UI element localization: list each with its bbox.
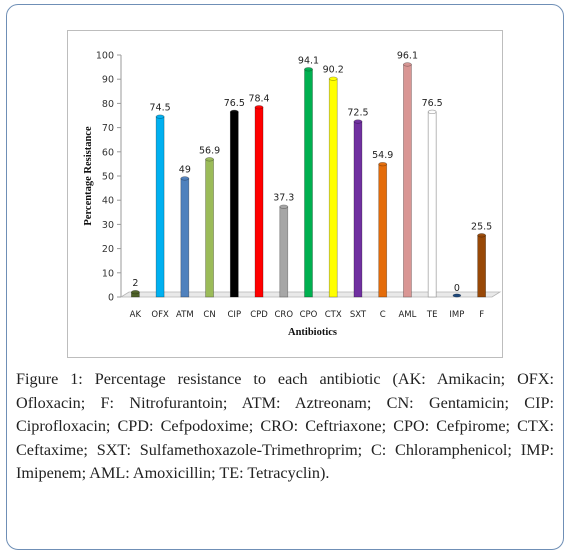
bar-CPD bbox=[254, 106, 264, 298]
bar-IMP bbox=[452, 293, 462, 298]
bar-OFX bbox=[155, 116, 165, 298]
bar-CN bbox=[205, 158, 214, 298]
bar-CIP bbox=[229, 111, 239, 298]
bar-CTX bbox=[328, 78, 338, 298]
data-label-CPO: 94.1 bbox=[298, 55, 319, 66]
x-tick-label-CIP: CIP bbox=[228, 310, 242, 320]
caption-text: Percentage resistance to each antibiotic… bbox=[16, 370, 554, 482]
x-tick-label-CRO: CRO bbox=[274, 310, 293, 320]
x-tick-label-AML: AML bbox=[398, 310, 416, 320]
bar-TE bbox=[427, 111, 437, 298]
data-label-SXT: 72.5 bbox=[347, 108, 368, 119]
y-tick-label: 90 bbox=[102, 75, 114, 86]
x-tick-label-CN: CN bbox=[203, 310, 215, 320]
y-tick-label: 30 bbox=[102, 220, 114, 231]
data-label-OFX: 74.5 bbox=[150, 103, 171, 114]
data-label-CTX: 90.2 bbox=[323, 65, 344, 76]
y-tick-label: 10 bbox=[102, 268, 114, 279]
data-label-TE: 76.5 bbox=[422, 98, 443, 109]
x-tick-label-CPD: CPD bbox=[250, 310, 268, 320]
bar-top-CN bbox=[205, 157, 214, 162]
bar-SXT bbox=[353, 121, 363, 298]
x-tick-label-IMP: IMP bbox=[449, 310, 464, 320]
bar-top-CPO bbox=[304, 67, 313, 72]
x-tick-label-ATM: ATM bbox=[176, 310, 194, 320]
bar-top-CTX bbox=[328, 76, 338, 81]
data-label-AK: 2 bbox=[132, 278, 138, 289]
y-tick-label: 40 bbox=[102, 196, 114, 207]
x-tick-label-SXT: SXT bbox=[350, 310, 367, 320]
y-tick-label: 20 bbox=[102, 244, 114, 255]
data-label-ATM: 49 bbox=[179, 164, 191, 175]
y-tick-label: 80 bbox=[102, 99, 114, 110]
x-tick-label-OFX: OFX bbox=[151, 310, 169, 320]
y-tick-label: 60 bbox=[102, 147, 114, 158]
bar-ATM bbox=[180, 178, 190, 298]
bar-chart: 0 10 20 30 40 50 60 70 80 90 100 2 AK 74.5 OFX 49 ATM 56.… bbox=[83, 50, 502, 338]
x-tick-label-C: C bbox=[380, 310, 386, 320]
bar-top-SXT bbox=[353, 119, 363, 124]
data-label-IMP: 0 bbox=[454, 283, 460, 294]
x-tick-label-AK: AK bbox=[130, 310, 142, 320]
bar-top-CRO bbox=[279, 204, 289, 209]
bar-AML bbox=[403, 64, 412, 298]
x-tick-label-TE: TE bbox=[426, 310, 438, 320]
data-label-CRO: 37.3 bbox=[273, 193, 294, 204]
y-tick-label: 70 bbox=[102, 123, 114, 134]
bar-top-OFX bbox=[155, 114, 165, 119]
data-label-CPD: 78.4 bbox=[248, 93, 269, 104]
bar-CPO bbox=[304, 68, 313, 298]
x-tick-label-CTX: CTX bbox=[325, 310, 342, 320]
data-label-C: 54.9 bbox=[372, 150, 393, 161]
figure-caption: Figure 1: Percentage resistance to each … bbox=[16, 368, 554, 486]
data-label-CIP: 76.5 bbox=[224, 98, 245, 109]
bar-top-F bbox=[477, 233, 486, 238]
data-label-F: 25.5 bbox=[471, 221, 492, 232]
x-tick-label-CPO: CPO bbox=[300, 310, 318, 320]
bar-C bbox=[378, 163, 388, 298]
bar-top-CPD bbox=[254, 105, 264, 110]
x-tick-label-F: F bbox=[479, 310, 484, 320]
bar-top-AML bbox=[403, 62, 412, 67]
y-tick-label: 100 bbox=[96, 51, 114, 62]
bar-top-TE bbox=[427, 109, 437, 115]
data-label-AML: 96.1 bbox=[397, 50, 418, 61]
bar-CRO bbox=[279, 206, 289, 298]
bar-top-ATM bbox=[180, 176, 190, 181]
y-tick-label: 0 bbox=[108, 293, 114, 304]
bar-top-C bbox=[378, 161, 388, 167]
bar-top-AK bbox=[131, 290, 140, 295]
bar-top-CIP bbox=[229, 109, 239, 115]
y-axis-title: Percentage Resistance bbox=[83, 126, 94, 226]
data-label-CN: 56.9 bbox=[199, 145, 220, 156]
x-axis-title: Antibiotics bbox=[288, 327, 337, 338]
bar-F bbox=[477, 234, 486, 298]
y-tick-label: 50 bbox=[102, 172, 114, 183]
caption-label: Figure 1: bbox=[16, 370, 83, 388]
